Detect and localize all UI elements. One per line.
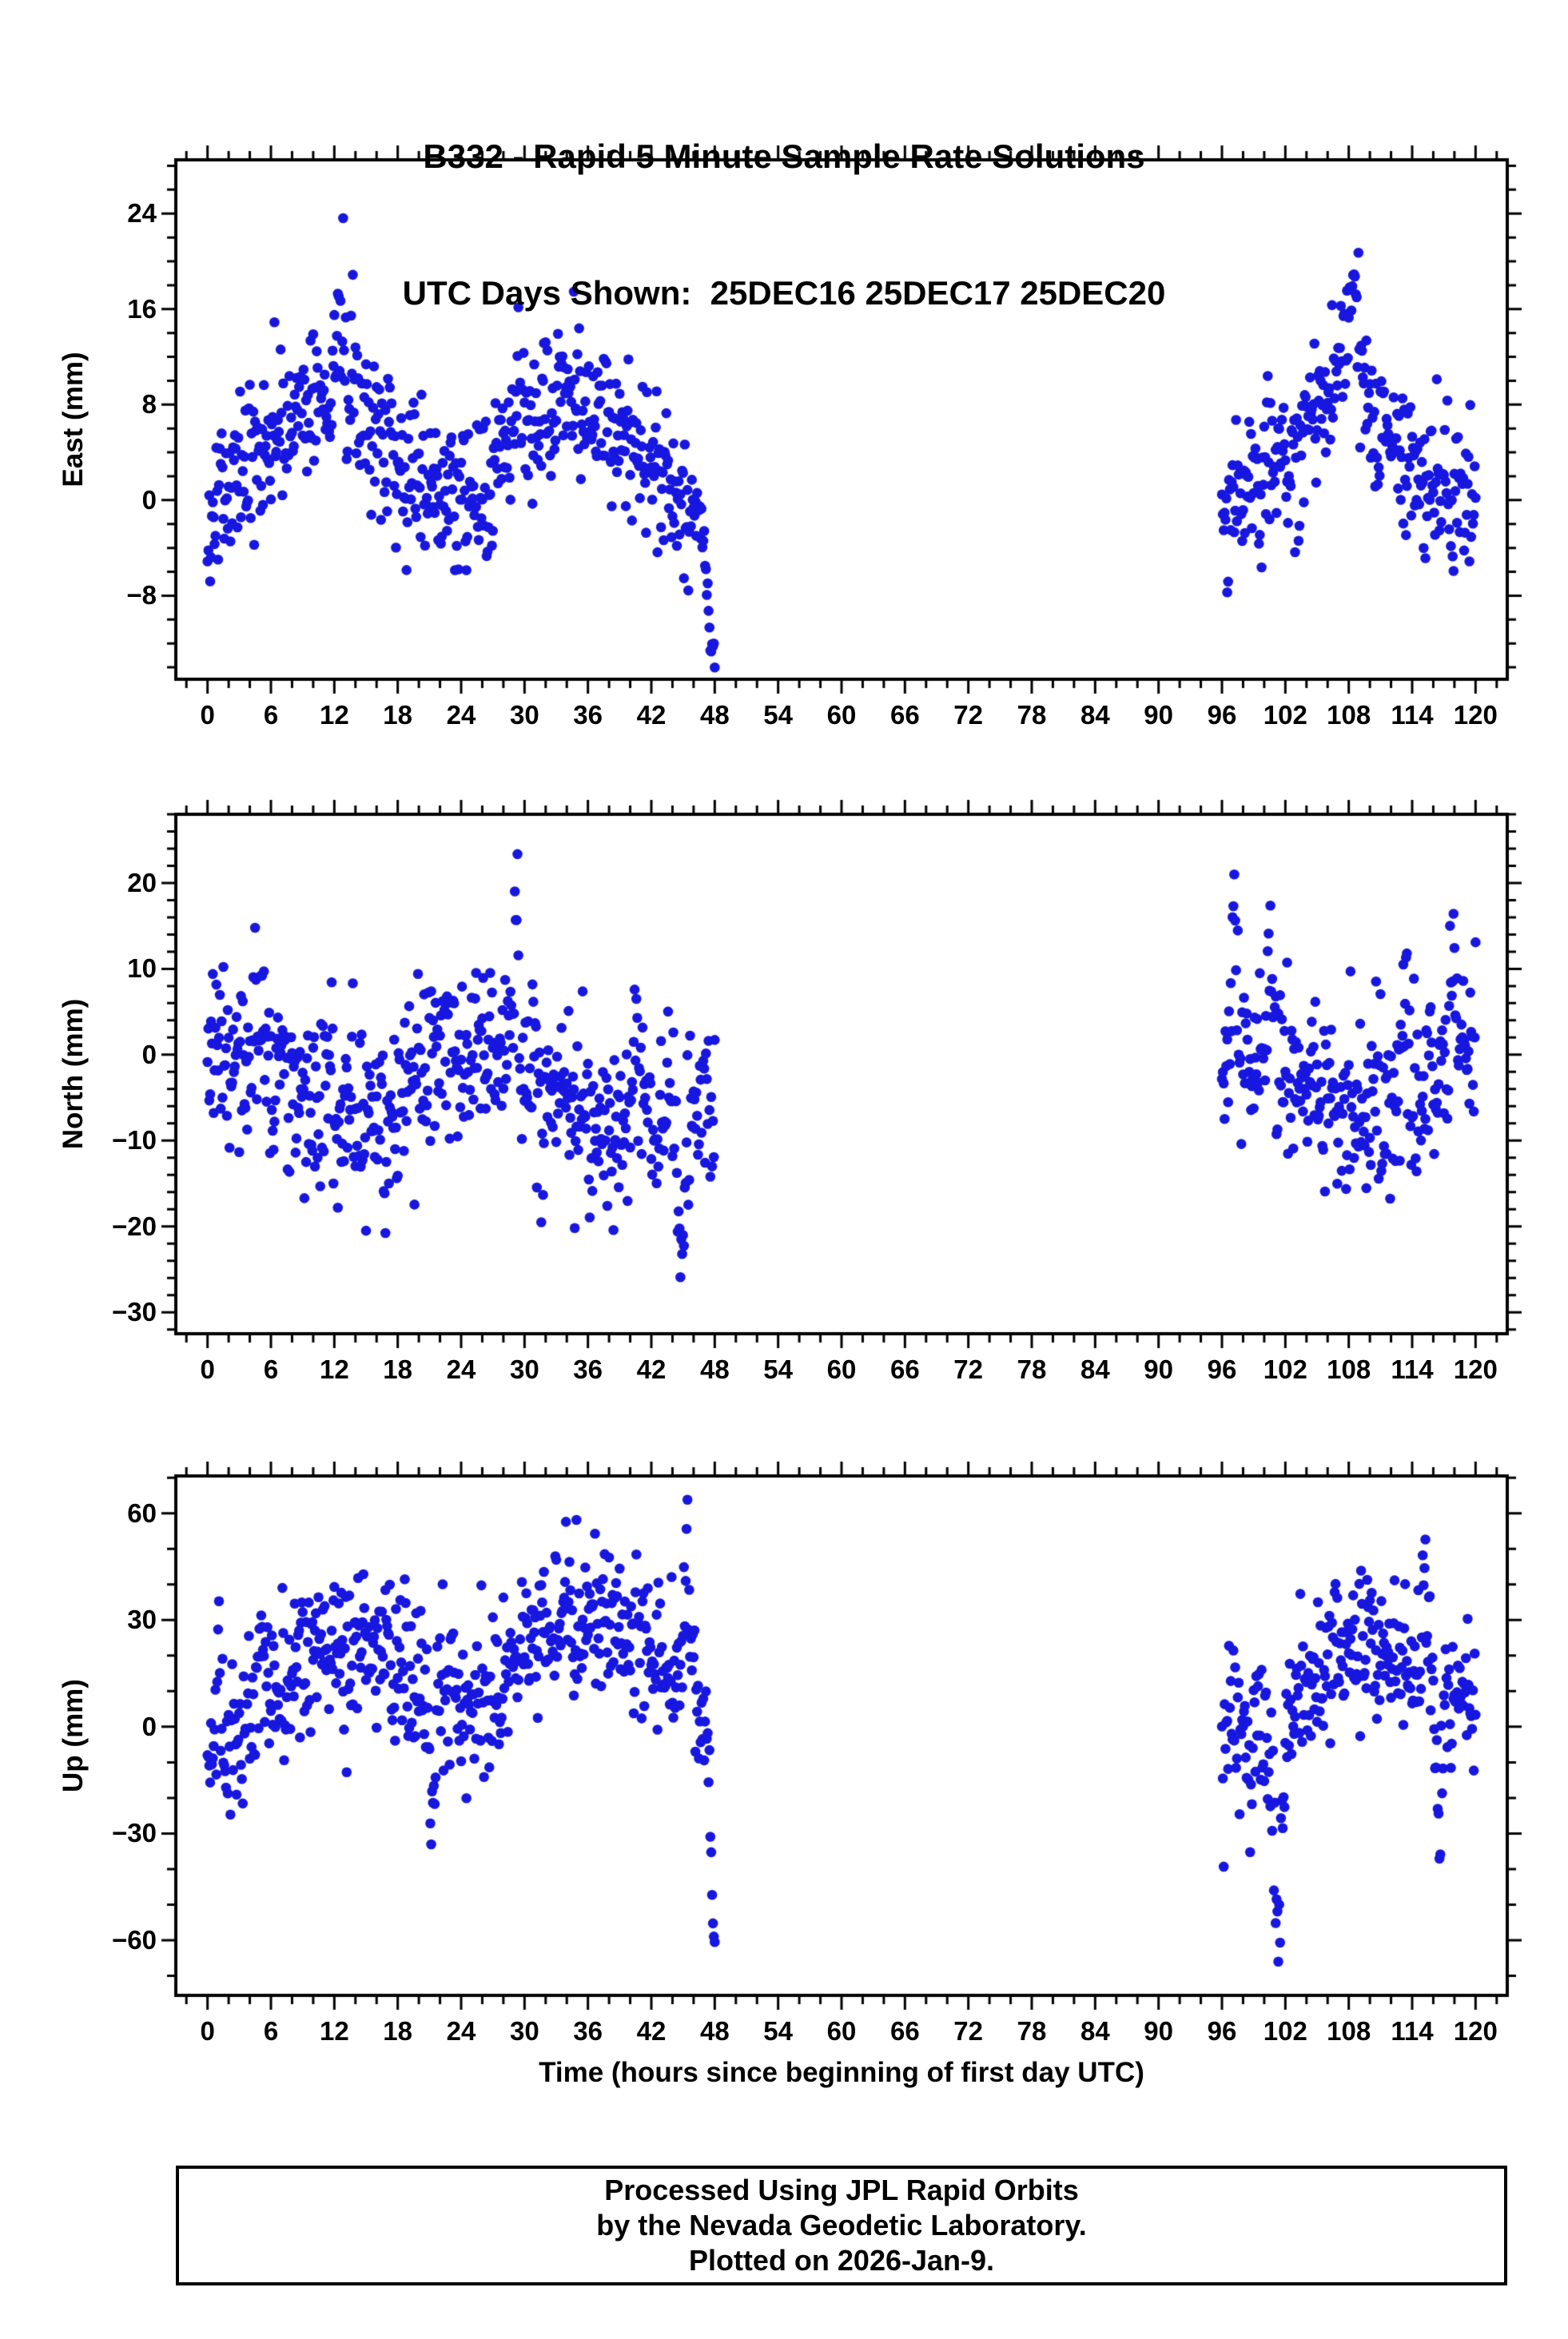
x-tick-label: 72 xyxy=(953,700,984,730)
x-tick-label: 0 xyxy=(200,1354,215,1384)
x-tick-label: 0 xyxy=(200,2016,215,2046)
y-tick-label: −8 xyxy=(126,580,157,611)
x-tick-label: 54 xyxy=(763,2016,794,2046)
x-tick-label: 96 xyxy=(1207,1354,1237,1384)
x-tick-label: 84 xyxy=(1080,1354,1110,1384)
x-tick-label: 42 xyxy=(636,1354,667,1384)
figure-title-block: B332 - Rapid 5 Minute Sample Rate Soluti… xyxy=(118,42,1450,407)
footer-line: by the Nevada Geodetic Laboratory. xyxy=(596,2209,1087,2242)
x-tick-label: 78 xyxy=(1017,1354,1047,1384)
x-tick-label: 36 xyxy=(573,700,603,730)
x-tick-label: 6 xyxy=(263,2016,279,2046)
y-tick-label: 60 xyxy=(127,1498,157,1528)
y-tick-label: 30 xyxy=(127,1605,157,1635)
x-tick-label: 114 xyxy=(1391,700,1434,730)
y-tick-label: 0 xyxy=(141,1039,157,1069)
x-tick-label: 108 xyxy=(1327,2016,1371,2046)
x-tick-label: 120 xyxy=(1453,2016,1498,2046)
x-tick-label: 60 xyxy=(826,2016,857,2046)
x-tick-label: 72 xyxy=(953,2016,984,2046)
x-tick-label: 54 xyxy=(763,1354,794,1384)
y-axis-title-east: East (mm) xyxy=(58,352,89,487)
x-tick-label: 90 xyxy=(1144,2016,1174,2046)
x-tick-label: 78 xyxy=(1017,700,1047,730)
x-tick-label: 102 xyxy=(1263,2016,1307,2046)
x-tick-label: 12 xyxy=(319,1354,349,1384)
x-tick-label: 24 xyxy=(446,700,476,730)
x-tick-label: 30 xyxy=(509,700,539,730)
x-tick-label: 108 xyxy=(1327,700,1371,730)
footer-line: Processed Using JPL Rapid Orbits xyxy=(604,2174,1079,2206)
x-tick-label: 48 xyxy=(699,2016,730,2046)
y-tick-label: 8 xyxy=(141,389,157,420)
x-tick-label: 36 xyxy=(573,1354,603,1384)
y-tick-label: −10 xyxy=(112,1125,157,1156)
x-tick-label: 120 xyxy=(1453,700,1498,730)
x-tick-label: 96 xyxy=(1207,700,1237,730)
x-tick-label: 6 xyxy=(263,1354,279,1384)
figure-title: B332 - Rapid 5 Minute Sample Rate Soluti… xyxy=(423,137,1145,175)
x-tick-label: 66 xyxy=(889,700,920,730)
y-tick-label: 0 xyxy=(141,484,157,515)
x-tick-label: 36 xyxy=(573,2016,603,2046)
x-tick-label: 114 xyxy=(1391,2016,1434,2046)
x-axis-title: Time (hours since beginning of first day… xyxy=(539,2057,1144,2088)
x-tick-label: 12 xyxy=(319,700,349,730)
x-tick-label: 90 xyxy=(1144,1354,1174,1384)
x-tick-label: 60 xyxy=(826,1354,857,1384)
x-tick-label: 84 xyxy=(1080,700,1110,730)
x-tick-label: 72 xyxy=(953,1354,984,1384)
x-tick-label: 18 xyxy=(383,2016,413,2046)
y-tick-label: 20 xyxy=(127,867,157,897)
x-tick-label: 48 xyxy=(699,1354,730,1384)
x-tick-label: 84 xyxy=(1080,2016,1110,2046)
x-tick-label: 42 xyxy=(636,2016,667,2046)
x-tick-label: 66 xyxy=(889,2016,920,2046)
figure-subtitle: UTC Days Shown: 25DEC16 25DEC17 25DEC20 xyxy=(402,274,1166,312)
footer-box: Processed Using JPL Rapid Orbits by the … xyxy=(176,2166,1507,2285)
y-tick-label: −30 xyxy=(112,1297,157,1327)
x-tick-label: 102 xyxy=(1263,1354,1307,1384)
y-axis-title-up: Up (mm) xyxy=(58,1679,89,1792)
x-tick-label: 54 xyxy=(763,700,794,730)
x-tick-label: 78 xyxy=(1017,2016,1047,2046)
x-tick-label: 18 xyxy=(383,700,413,730)
x-tick-label: 90 xyxy=(1144,700,1174,730)
y-axis-title-north: North (mm) xyxy=(58,998,89,1150)
x-tick-label: 30 xyxy=(509,2016,539,2046)
y-tick-label: −20 xyxy=(112,1211,157,1241)
x-tick-label: 60 xyxy=(826,700,857,730)
x-tick-label: 42 xyxy=(636,700,667,730)
x-tick-label: 12 xyxy=(319,2016,349,2046)
x-tick-label: 96 xyxy=(1207,2016,1237,2046)
y-tick-label: 16 xyxy=(127,293,157,324)
y-tick-label: −60 xyxy=(112,1924,157,1955)
y-tick-label: 0 xyxy=(141,1711,157,1741)
footer-line: Plotted on 2026-Jan-9. xyxy=(688,2244,995,2277)
y-tick-label: 10 xyxy=(127,953,157,984)
y-tick-label: −30 xyxy=(112,1818,157,1848)
x-tick-label: 30 xyxy=(509,1354,539,1384)
y-tick-label: 24 xyxy=(127,198,157,229)
x-tick-label: 48 xyxy=(699,700,730,730)
x-tick-label: 6 xyxy=(263,700,279,730)
x-tick-label: 0 xyxy=(200,700,215,730)
x-tick-label: 24 xyxy=(446,1354,476,1384)
x-tick-label: 120 xyxy=(1453,1354,1498,1384)
x-tick-label: 24 xyxy=(446,2016,476,2046)
x-tick-label: 114 xyxy=(1391,1354,1434,1384)
x-tick-label: 18 xyxy=(383,1354,413,1384)
x-tick-label: 108 xyxy=(1327,1354,1371,1384)
x-tick-label: 102 xyxy=(1263,700,1307,730)
x-tick-label: 66 xyxy=(889,1354,920,1384)
